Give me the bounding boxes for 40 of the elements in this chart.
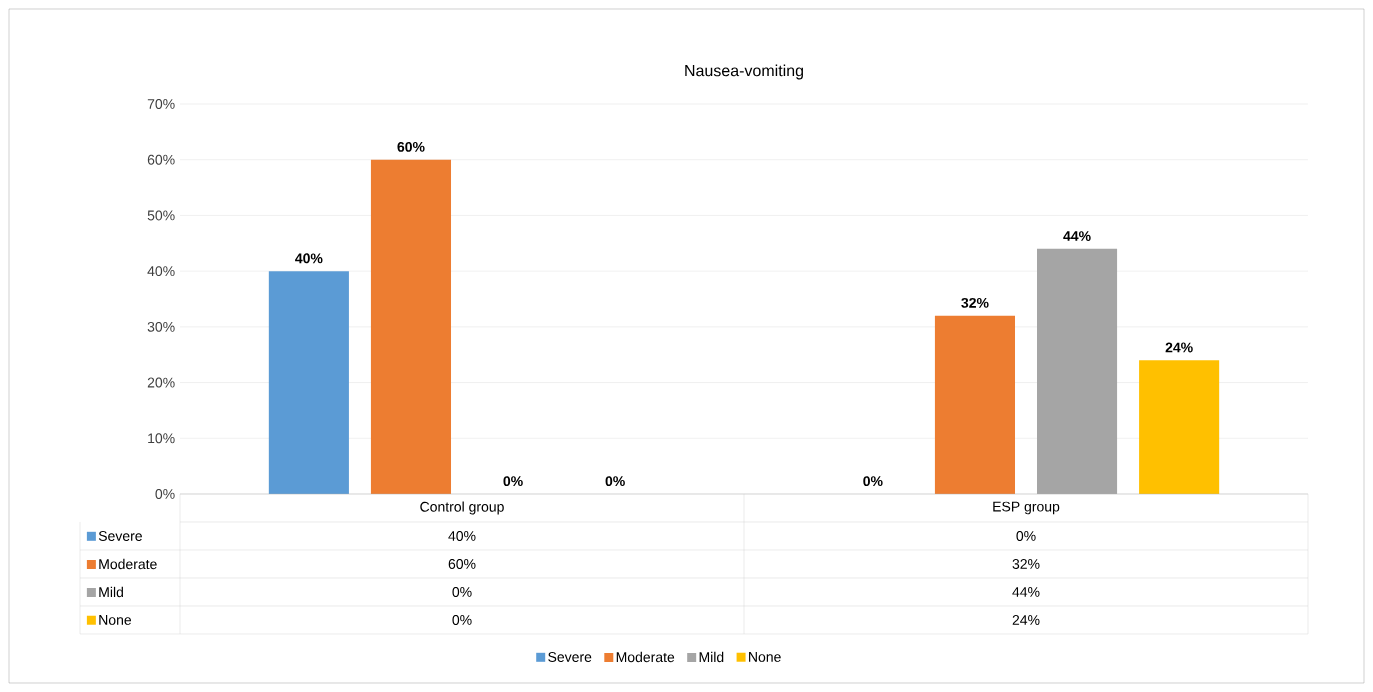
text: 60%: [397, 141, 425, 152]
bar: [1139, 360, 1220, 494]
text: 32%: [961, 297, 989, 308]
data-label: 0%: [452, 587, 472, 597]
bar: [934, 315, 1016, 494]
data-label: 32%: [1012, 559, 1040, 569]
y-tick-label: 0%: [155, 489, 175, 499]
text: Mild: [99, 586, 123, 598]
data-label: 44%: [1012, 587, 1040, 597]
chart-title: Nausea-vomiting: [685, 64, 803, 80]
x-tick-label: ESP group: [993, 501, 1060, 515]
text: 0%: [503, 476, 523, 487]
text: 0%: [605, 476, 625, 487]
bar: [268, 271, 349, 494]
data-label: 60%: [448, 559, 476, 569]
y-tick-label: 30%: [147, 321, 175, 332]
text: 44%: [1063, 231, 1091, 241]
text: None: [99, 615, 132, 625]
y-tick-label: 50%: [147, 210, 175, 221]
bar: [1037, 248, 1118, 494]
legend-label: None: [749, 652, 781, 662]
text: 24%: [1165, 342, 1193, 353]
text: Severe: [548, 652, 592, 662]
legend-label: Moderate: [616, 651, 675, 663]
y-tick-label: 60%: [147, 154, 175, 165]
data-label: 40%: [448, 531, 476, 541]
y-tick-label: 70%: [147, 99, 175, 109]
y-tick-label: 40%: [147, 266, 175, 277]
text: 0%: [863, 476, 883, 487]
y-tick-label: 20%: [147, 377, 175, 388]
y-tick-label: 10%: [148, 433, 175, 444]
data-label: 0%: [1016, 531, 1036, 541]
text: Moderate: [99, 558, 157, 570]
x-tick-label: Control group: [420, 501, 504, 515]
bar: [370, 159, 452, 494]
legend-label: Mild: [699, 651, 724, 663]
data-label: 0%: [452, 615, 472, 625]
data-label: 24%: [1012, 615, 1040, 625]
text: 40%: [295, 253, 323, 264]
legend-label: Severe: [98, 531, 142, 541]
